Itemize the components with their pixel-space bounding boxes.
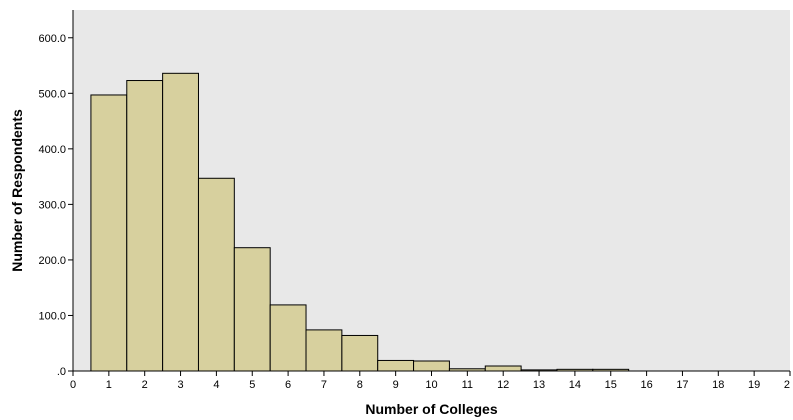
- y-tick-label: 600.0: [38, 33, 66, 45]
- x-axis: 0 1 2 3 4 5 6 7 8 9 10 11 12 13 14 15 16 17 18 19 2: [70, 370, 791, 391]
- x-tick-label: 17: [676, 379, 688, 391]
- x-tick-label: 13: [533, 379, 545, 391]
- bar-10: [413, 360, 450, 372]
- x-tick-label: 9: [393, 379, 399, 391]
- bar-5: [233, 247, 271, 372]
- y-axis: .0 100.0 200.0 300.0 400.0 500.0 600.0: [38, 10, 74, 378]
- y-tick-label: 100.0: [38, 310, 66, 322]
- x-tick-label: 3: [177, 379, 183, 391]
- y-axis-title: Number of Respondents: [9, 109, 25, 272]
- x-axis-title: Number of Colleges: [365, 401, 497, 417]
- x-tick-label: 18: [712, 379, 724, 391]
- x-tick-label: 10: [425, 379, 437, 391]
- bar-8: [341, 334, 379, 372]
- x-tick-label: 11: [462, 379, 473, 391]
- x-tick-label: 5: [249, 379, 255, 391]
- x-tick-label: 19: [748, 379, 760, 391]
- y-tick-label: .0: [57, 366, 66, 378]
- x-tick-label: 6: [285, 379, 291, 391]
- bar-4: [197, 177, 235, 372]
- x-tick-label: 16: [640, 379, 652, 391]
- bar-1: [90, 94, 128, 372]
- bar-3: [162, 72, 199, 372]
- x-tick-label: 12: [497, 379, 509, 391]
- bar-12: [484, 365, 522, 372]
- x-tick-label: 2: [784, 379, 790, 391]
- y-tick-label: 300.0: [38, 199, 66, 211]
- x-tick-label: 1: [106, 379, 112, 391]
- y-tick-label: 500.0: [38, 88, 66, 100]
- x-tick-label: 7: [321, 379, 327, 391]
- x-tick-label: 2: [142, 379, 148, 391]
- x-tick-label: 14: [569, 379, 581, 391]
- bar-2: [126, 80, 164, 372]
- x-tick-label: 4: [213, 379, 219, 391]
- bars-group: [90, 72, 630, 372]
- bar-9: [377, 359, 415, 372]
- x-tick-label: 15: [605, 379, 617, 391]
- bar-6: [269, 304, 307, 372]
- y-tick-label: 200.0: [38, 255, 66, 267]
- x-tick-label: 0: [70, 379, 76, 391]
- x-tick-label: 8: [357, 379, 363, 391]
- bar-7: [305, 329, 343, 372]
- y-tick-label: 400.0: [38, 144, 66, 156]
